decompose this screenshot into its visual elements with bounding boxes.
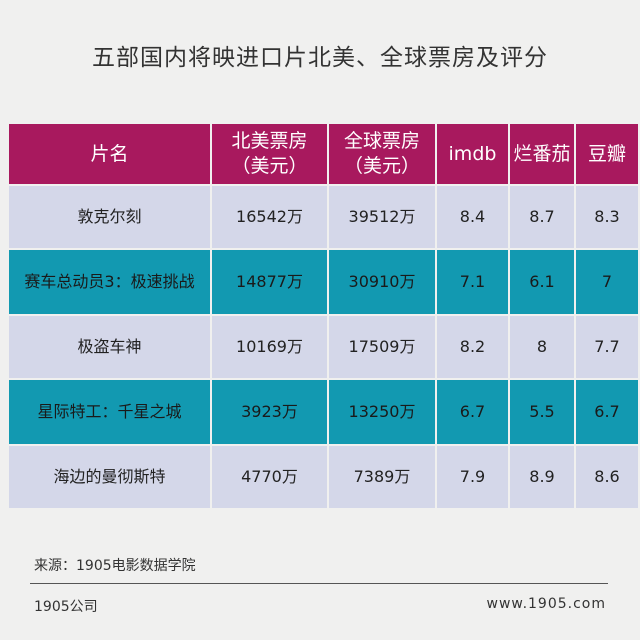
source-note: 来源：1905电影数据学院 [34, 558, 196, 574]
cell-global-box-office: 30910万 [329, 250, 437, 314]
cell-title: 赛车总动员3：极速挑战 [9, 250, 212, 314]
table-row: 敦克尔刻 16542万 39512万 8.4 8.7 8.3 [9, 186, 638, 248]
footer-website-link[interactable]: www.1905.com [486, 596, 606, 612]
header-cell-rotten-tomatoes: 烂番茄 [510, 124, 576, 184]
header-cell-douban: 豆瓣 [576, 124, 638, 184]
table-row: 赛车总动员3：极速挑战 14877万 30910万 7.1 6.1 7 [9, 250, 638, 314]
cell-imdb: 8.4 [437, 186, 510, 248]
table-row: 极盗车神 10169万 17509万 8.2 8 7.7 [9, 316, 638, 378]
cell-na-box-office: 16542万 [212, 186, 329, 248]
cell-global-box-office: 7389万 [329, 446, 437, 508]
page-title: 五部国内将映进口片北美、全球票房及评分 [92, 45, 548, 71]
cell-title: 极盗车神 [9, 316, 212, 378]
cell-rotten-tomatoes: 8.7 [510, 186, 576, 248]
cell-imdb: 7.9 [437, 446, 510, 508]
header-cell-na-box-office-label: 北美票房 （美元） [231, 130, 308, 177]
header-cell-title: 片名 [9, 124, 212, 184]
cell-global-box-office: 17509万 [329, 316, 437, 378]
cell-rotten-tomatoes: 6.1 [510, 250, 576, 314]
table-header-row: 片名 北美票房 （美元） 全球票房 （美元） imdb 烂番茄 豆瓣 [9, 124, 638, 184]
cell-title: 星际特工：千星之城 [9, 380, 212, 444]
cell-douban: 6.7 [576, 380, 638, 444]
table-row: 海边的曼彻斯特 4770万 7389万 7.9 8.9 8.6 [9, 446, 638, 508]
cell-na-box-office: 4770万 [212, 446, 329, 508]
cell-na-box-office: 3923万 [212, 380, 329, 444]
header-cell-global-box-office: 全球票房 （美元） [329, 124, 437, 184]
cell-title: 海边的曼彻斯特 [9, 446, 212, 508]
cell-douban: 7 [576, 250, 638, 314]
header-cell-na-box-office: 北美票房 （美元） [212, 124, 329, 184]
cell-rotten-tomatoes: 8 [510, 316, 576, 378]
cell-global-box-office: 13250万 [329, 380, 437, 444]
table-row: 星际特工：千星之城 3923万 13250万 6.7 5.5 6.7 [9, 380, 638, 444]
cell-imdb: 7.1 [437, 250, 510, 314]
header-cell-imdb: imdb [437, 124, 510, 184]
footer-company: 1905公司 [34, 599, 98, 615]
cell-rotten-tomatoes: 5.5 [510, 380, 576, 444]
cell-na-box-office: 10169万 [212, 316, 329, 378]
cell-rotten-tomatoes: 8.9 [510, 446, 576, 508]
cell-title: 敦克尔刻 [9, 186, 212, 248]
cell-imdb: 8.2 [437, 316, 510, 378]
cell-douban: 7.7 [576, 316, 638, 378]
cell-imdb: 6.7 [437, 380, 510, 444]
cell-douban: 8.3 [576, 186, 638, 248]
footer-divider [30, 583, 608, 584]
cell-douban: 8.6 [576, 446, 638, 508]
cell-na-box-office: 14877万 [212, 250, 329, 314]
cell-global-box-office: 39512万 [329, 186, 437, 248]
header-cell-global-box-office-label: 全球票房 （美元） [343, 130, 420, 177]
